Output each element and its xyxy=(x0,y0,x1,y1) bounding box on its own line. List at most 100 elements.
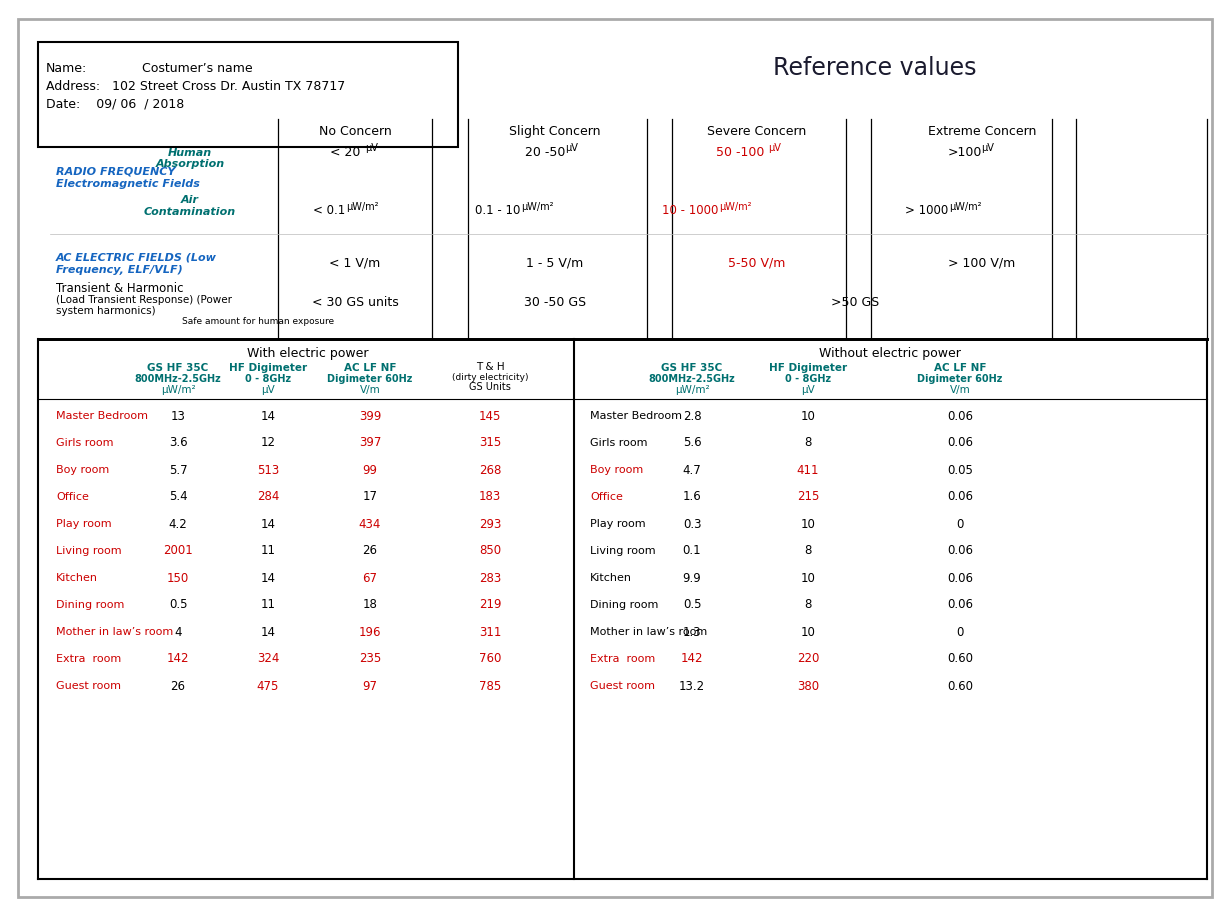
Text: Extra  room: Extra room xyxy=(57,653,122,663)
Text: Safe amount for human exposure: Safe amount for human exposure xyxy=(182,317,335,326)
Text: Human: Human xyxy=(169,148,212,158)
Text: 0.1 - 10: 0.1 - 10 xyxy=(475,203,520,216)
Text: 50 -100: 50 -100 xyxy=(716,146,764,159)
Text: < 30 GS units: < 30 GS units xyxy=(311,295,399,308)
Text: 220: 220 xyxy=(797,651,819,665)
Text: 513: 513 xyxy=(257,463,279,476)
Text: 14: 14 xyxy=(261,517,276,530)
Text: μV: μV xyxy=(982,143,994,153)
Text: Guest room: Guest room xyxy=(57,681,121,691)
Text: 17: 17 xyxy=(363,490,378,503)
Text: μV: μV xyxy=(801,384,814,394)
Text: Digimeter 60Hz: Digimeter 60Hz xyxy=(327,374,413,384)
Text: 5.6: 5.6 xyxy=(683,436,701,449)
Text: 311: 311 xyxy=(478,625,501,638)
Text: Kitchen: Kitchen xyxy=(590,572,632,582)
Text: 0.1: 0.1 xyxy=(683,544,701,557)
Text: V/m: V/m xyxy=(359,384,380,394)
Text: Costumer’s name: Costumer’s name xyxy=(46,61,252,75)
Text: >100: >100 xyxy=(948,146,983,159)
Text: 10: 10 xyxy=(801,409,815,422)
Text: 1 - 5 V/m: 1 - 5 V/m xyxy=(526,256,583,270)
Text: 26: 26 xyxy=(363,544,378,557)
Text: μW/m²: μW/m² xyxy=(720,201,752,211)
Text: 268: 268 xyxy=(478,463,501,476)
Text: 800MHz-2.5GHz: 800MHz-2.5GHz xyxy=(134,374,221,384)
Text: 183: 183 xyxy=(478,490,501,503)
Text: 26: 26 xyxy=(171,679,186,691)
Text: 14: 14 xyxy=(261,571,276,584)
Text: μV: μV xyxy=(565,143,578,153)
Bar xyxy=(38,43,458,148)
Text: Mother in law’s room: Mother in law’s room xyxy=(590,627,707,636)
Text: Girls room: Girls room xyxy=(57,437,113,447)
Text: 97: 97 xyxy=(363,679,378,691)
Text: > 100 V/m: > 100 V/m xyxy=(948,256,1016,270)
Text: 0 - 8GHz: 0 - 8GHz xyxy=(245,374,292,384)
Text: < 1 V/m: < 1 V/m xyxy=(330,256,380,270)
Text: Extra  room: Extra room xyxy=(590,653,656,663)
Text: 0.60: 0.60 xyxy=(947,651,973,665)
Text: RADIO FREQUENCY: RADIO FREQUENCY xyxy=(57,167,176,177)
Text: Severe Concern: Severe Concern xyxy=(707,125,807,138)
Text: Contamination: Contamination xyxy=(144,207,236,217)
Text: μW/m²: μW/m² xyxy=(522,201,554,211)
Text: 13: 13 xyxy=(171,409,186,422)
Text: 411: 411 xyxy=(797,463,819,476)
Text: 10 - 1000: 10 - 1000 xyxy=(662,203,718,216)
Text: 142: 142 xyxy=(167,651,189,665)
Text: 5.4: 5.4 xyxy=(169,490,187,503)
Text: Kitchen: Kitchen xyxy=(57,572,98,582)
Text: 0.06: 0.06 xyxy=(947,598,973,611)
Text: 13.2: 13.2 xyxy=(679,679,705,691)
Text: Living room: Living room xyxy=(57,546,122,556)
Text: 12: 12 xyxy=(261,436,276,449)
Text: 324: 324 xyxy=(257,651,279,665)
Text: 150: 150 xyxy=(167,571,189,584)
Text: Office: Office xyxy=(57,491,89,501)
Text: 800MHz-2.5GHz: 800MHz-2.5GHz xyxy=(648,374,736,384)
Text: Transient & Harmonic: Transient & Harmonic xyxy=(57,281,183,294)
Text: Play room: Play room xyxy=(590,518,646,528)
Text: 2.8: 2.8 xyxy=(683,409,701,422)
Text: Reference values: Reference values xyxy=(774,56,977,80)
Text: 8: 8 xyxy=(804,544,812,557)
Text: No Concern: No Concern xyxy=(319,125,391,138)
Text: Boy room: Boy room xyxy=(57,465,109,475)
Text: Slight Concern: Slight Concern xyxy=(509,125,600,138)
Text: 5-50 V/m: 5-50 V/m xyxy=(728,256,786,270)
Text: 8: 8 xyxy=(804,598,812,611)
Text: 67: 67 xyxy=(363,571,378,584)
Text: 4.2: 4.2 xyxy=(169,517,187,530)
Text: 0.3: 0.3 xyxy=(683,517,701,530)
Text: 10: 10 xyxy=(801,625,815,638)
Text: 4: 4 xyxy=(175,625,182,638)
Text: 4.7: 4.7 xyxy=(683,463,701,476)
Text: 10: 10 xyxy=(801,517,815,530)
Text: 235: 235 xyxy=(359,651,381,665)
Text: 0.06: 0.06 xyxy=(947,436,973,449)
Text: AC LF NF: AC LF NF xyxy=(934,363,986,373)
Text: Play room: Play room xyxy=(57,518,112,528)
Text: 0: 0 xyxy=(956,625,963,638)
Text: Dining room: Dining room xyxy=(57,599,124,609)
Text: 397: 397 xyxy=(359,436,381,449)
Text: 8: 8 xyxy=(804,436,812,449)
Text: 215: 215 xyxy=(797,490,819,503)
Text: 380: 380 xyxy=(797,679,819,691)
Text: 0: 0 xyxy=(956,517,963,530)
Text: 0.05: 0.05 xyxy=(947,463,973,476)
Text: 219: 219 xyxy=(478,598,502,611)
Text: 10: 10 xyxy=(801,571,815,584)
Text: 1.6: 1.6 xyxy=(683,490,701,503)
Text: With electric power: With electric power xyxy=(247,346,369,359)
Text: 315: 315 xyxy=(478,436,501,449)
Text: Office: Office xyxy=(590,491,622,501)
Text: 20 -50: 20 -50 xyxy=(525,146,566,159)
Text: μV: μV xyxy=(768,143,781,153)
Text: T & H: T & H xyxy=(476,362,504,372)
Text: 30 -50 GS: 30 -50 GS xyxy=(524,295,585,308)
Text: μW/m²: μW/m² xyxy=(675,384,710,394)
Text: 0.06: 0.06 xyxy=(947,409,973,422)
Text: GS HF 35C: GS HF 35C xyxy=(662,363,723,373)
